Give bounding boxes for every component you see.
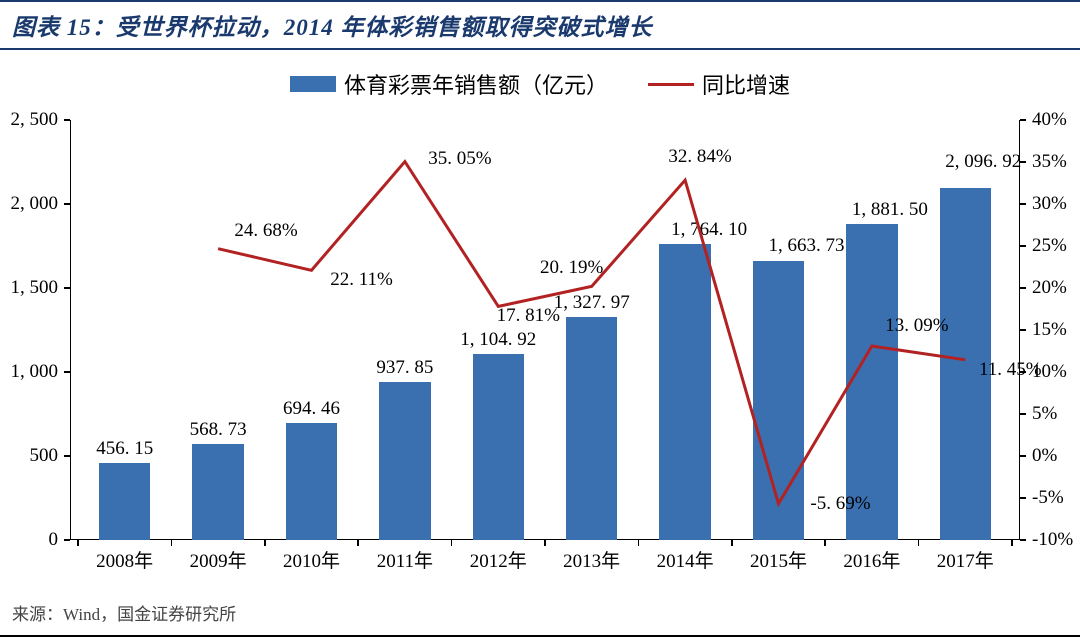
x-tick-label: 2014年 xyxy=(657,546,714,573)
y2-tick-label: 15% xyxy=(1032,319,1067,341)
y2-tick-label: -5% xyxy=(1032,487,1064,509)
legend: 体育彩票年销售额（亿元） 同比增速 xyxy=(0,68,1080,100)
x-tick-label: 2015年 xyxy=(750,546,807,573)
source-text: 来源：Wind，国金证券研究所 xyxy=(12,600,236,625)
legend-swatch-bar xyxy=(290,76,336,92)
x-tick-label: 2016年 xyxy=(843,546,900,573)
y2-tick-label: 0% xyxy=(1032,445,1057,467)
y1-tick-label: 500 xyxy=(30,445,59,467)
legend-item-bar: 体育彩票年销售额（亿元） xyxy=(290,68,608,100)
x-tick-label: 2009年 xyxy=(190,546,247,573)
growth-line xyxy=(218,162,965,504)
title-bar: 图表 15：受世界杯拉动，2014 年体彩销售额取得突破式增长 xyxy=(0,0,1080,50)
y1-tick-label: 2, 000 xyxy=(11,193,59,215)
legend-swatch-line xyxy=(648,83,694,86)
line-series xyxy=(78,120,1012,540)
x-tick-label: 2013年 xyxy=(563,546,620,573)
y2-tick-label: -10% xyxy=(1032,529,1073,551)
chart-area: 05001, 0001, 5002, 0002, 500 -10%-5%0%5%… xyxy=(78,120,1012,540)
legend-label-line: 同比增速 xyxy=(702,68,790,100)
x-tick-label: 2008年 xyxy=(96,546,153,573)
y2-tick-label: 25% xyxy=(1032,235,1067,257)
y2-tick-label: 5% xyxy=(1032,403,1057,425)
y2-axis: -10%-5%0%5%10%15%20%25%30%35%40% xyxy=(1019,120,1020,540)
y1-tick-label: 0 xyxy=(49,529,59,551)
y1-tick-label: 2, 500 xyxy=(11,109,59,131)
x-tick-label: 2012年 xyxy=(470,546,527,573)
y1-axis: 05001, 0001, 5002, 0002, 500 xyxy=(70,120,71,540)
figure-container: 图表 15：受世界杯拉动，2014 年体彩销售额取得突破式增长 体育彩票年销售额… xyxy=(0,0,1080,637)
y2-tick-label: 20% xyxy=(1032,277,1067,299)
y2-tick-label: 35% xyxy=(1032,151,1067,173)
x-tick-label: 2010年 xyxy=(283,546,340,573)
legend-label-bar: 体育彩票年销售额（亿元） xyxy=(344,68,608,100)
y2-tick-label: 30% xyxy=(1032,193,1067,215)
y1-tick-label: 1, 500 xyxy=(11,277,59,299)
x-tick-label: 2017年 xyxy=(937,546,994,573)
y1-tick-label: 1, 000 xyxy=(11,361,59,383)
chart-title: 图表 15：受世界杯拉动，2014 年体彩销售额取得突破式增长 xyxy=(12,8,1068,42)
x-tick-label: 2011年 xyxy=(377,546,433,573)
legend-item-line: 同比增速 xyxy=(648,68,790,100)
y2-tick-label: 40% xyxy=(1032,109,1067,131)
